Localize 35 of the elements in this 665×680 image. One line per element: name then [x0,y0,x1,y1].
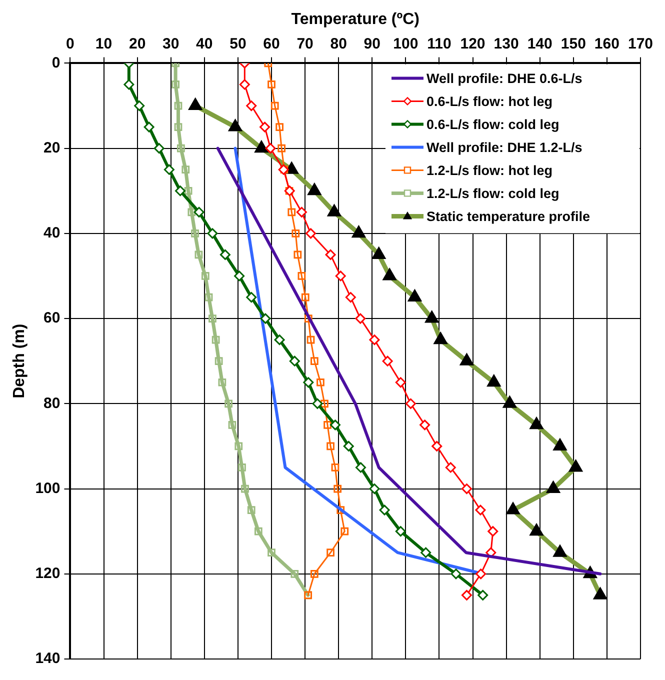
x-tick-label: 70 [296,35,314,52]
x-tick-label: 100 [393,35,418,52]
x-tick-label: 110 [427,35,452,52]
legend-label: Well profile: DHE 1.2-L/s [426,140,582,155]
y-tick-label: 0 [52,54,60,72]
x-tick-label: 30 [162,35,180,52]
x-tick-label: 150 [560,35,586,52]
legend-label: Static temperature profile [426,208,591,224]
legend-label: 0.6-L/s flow: hot leg [426,94,552,109]
x-tick-label: 170 [628,35,653,52]
x-tick-label: 50 [230,35,246,52]
legend-label: Well profile: DHE 0.6-L/s [426,70,582,86]
x-tick-label: 90 [364,35,380,52]
x-tick-label: 130 [494,35,519,52]
y-tick-label: 60 [44,310,60,327]
y-tick-label: 20 [44,139,60,156]
x-tick-label: 140 [527,35,552,52]
x-tick-label: 20 [128,35,146,52]
x-tick-label: 120 [460,35,486,52]
y-tick-label: 80 [44,394,60,412]
legend-label: 1.2-L/s flow: cold leg [426,186,560,201]
legend-label: 1.2-L/s flow: hot leg [426,162,552,178]
x-axis-title: Temperature (ºC) [291,11,420,28]
y-tick-label: 120 [35,565,60,582]
y-axis-title: Depth (m) [11,324,28,398]
y-tick-label: 140 [35,650,60,668]
x-tick-label: 160 [594,35,620,52]
y-tick-label: 40 [44,224,60,242]
x-tick-label: 40 [196,35,213,52]
x-tick-label: 80 [330,35,347,52]
x-tick-label: 10 [95,35,112,52]
legend-label: 0.6-L/s flow: cold leg [426,116,560,132]
y-tick-label: 100 [35,480,60,497]
x-tick-label: 60 [263,35,280,52]
x-tick-label: 0 [66,35,74,52]
